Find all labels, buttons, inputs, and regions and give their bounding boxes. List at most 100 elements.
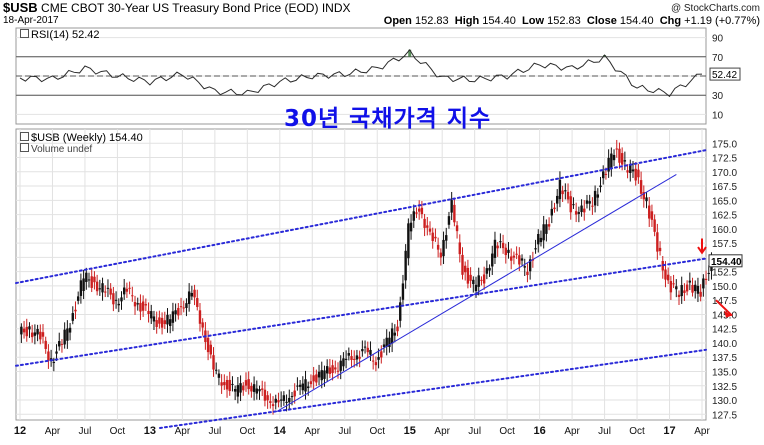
candle-body	[282, 395, 286, 401]
candle-body	[52, 362, 56, 364]
candle-body	[152, 316, 156, 322]
candle-body	[258, 389, 261, 392]
rsi-panel: 907050301052.42	[15, 27, 741, 125]
candle-body	[288, 397, 291, 403]
candle-body	[431, 232, 434, 242]
candle-body	[206, 337, 210, 353]
last-price-label: 154.40	[711, 257, 742, 268]
candle-body	[98, 288, 102, 290]
candle-body	[290, 396, 294, 398]
time-tick-label: Jul	[338, 426, 351, 437]
time-tick-label: 15	[404, 425, 416, 437]
candle-body	[401, 283, 405, 300]
candle-body	[396, 326, 399, 332]
symbol: $USB	[3, 0, 38, 15]
time-tick-label: Oct	[110, 426, 126, 437]
candle-body	[353, 358, 356, 360]
ohlc-summary: Open 152.83 High 154.40 Low 152.83 Close…	[384, 15, 760, 27]
price-tick-label: 145.0	[712, 310, 737, 321]
candle-body	[593, 190, 597, 206]
time-tick-label: 16	[533, 425, 545, 437]
time-tick-label: 12	[14, 425, 26, 437]
candle-body	[602, 171, 605, 179]
candle-body	[461, 254, 464, 275]
candle-body	[285, 401, 288, 403]
candle-body	[125, 288, 129, 292]
candle-body	[702, 278, 705, 289]
candle-body	[120, 297, 123, 302]
price-tick-label: 157.5	[712, 239, 737, 250]
candle-body	[82, 278, 85, 291]
candle-body	[393, 332, 397, 336]
candle-body	[574, 211, 578, 215]
legend-square-icon	[20, 132, 29, 141]
candle-body	[564, 190, 567, 192]
candle-body	[377, 357, 380, 360]
candle-body	[507, 249, 510, 253]
candle-body	[363, 346, 367, 348]
volume-legend: Volume undef	[20, 143, 92, 155]
candle-body	[694, 284, 697, 292]
candle-body	[233, 389, 237, 392]
candle-body	[675, 286, 678, 290]
rsi-last-value-box	[709, 67, 741, 81]
candle-body	[648, 205, 651, 219]
candle-body	[626, 170, 629, 173]
time-tick-label: Apr	[564, 426, 580, 437]
chart-date: 18-Apr-2017	[3, 15, 59, 26]
candle-body	[347, 353, 351, 356]
candle-body	[263, 389, 267, 401]
candle-body	[409, 222, 413, 232]
candle-body	[63, 329, 66, 345]
candle-body	[696, 285, 700, 294]
candle-body	[561, 190, 564, 195]
candle-body	[439, 252, 443, 258]
candle-body	[604, 173, 608, 175]
price-tick-label: 147.5	[712, 296, 737, 307]
candle-body	[469, 274, 472, 281]
time-tick-label: Oct	[369, 426, 385, 437]
candle-body	[404, 250, 407, 281]
candle-body	[629, 165, 632, 174]
low-label: Low	[522, 15, 545, 27]
candle-body	[366, 347, 369, 353]
time-tick-label: Apr	[305, 426, 321, 437]
middle-channel-line	[15, 257, 707, 367]
candle-body	[87, 279, 91, 281]
candle-body	[277, 400, 280, 403]
candle-body	[566, 191, 570, 200]
candle-body	[133, 302, 137, 307]
time-tick-label: 13	[144, 425, 156, 437]
arrow-head-icon	[724, 310, 732, 318]
upper-channel-line	[15, 149, 707, 285]
candle-body	[342, 358, 345, 367]
candle-body	[653, 219, 656, 232]
candle-body	[620, 153, 624, 165]
instrument-description: CME CBOT 30-Year US Treasury Bond Price …	[41, 1, 319, 15]
candle-body	[76, 296, 80, 301]
candle-body	[336, 370, 340, 372]
candle-body	[139, 302, 142, 312]
candle-body	[39, 331, 42, 340]
candle-body	[556, 195, 559, 204]
price-tick-label: 170.0	[712, 168, 737, 179]
candle-body	[434, 236, 437, 239]
rsi-tick-label: 10	[712, 110, 724, 121]
candle-body	[639, 180, 643, 194]
candle-body	[339, 360, 342, 371]
candle-body	[480, 279, 483, 281]
candle-body	[623, 160, 627, 162]
candle-body	[463, 265, 467, 273]
candle-body	[193, 289, 196, 298]
open-value: 152.83	[414, 15, 449, 27]
candle-body	[33, 332, 37, 336]
candle-body	[547, 224, 551, 227]
candle-body	[496, 245, 499, 249]
candle-body	[385, 337, 388, 347]
rsi-tick-label: 30	[712, 91, 724, 102]
candle-body	[607, 157, 610, 172]
candle-body	[704, 278, 708, 281]
candle-body	[293, 390, 296, 397]
candle-body	[685, 284, 689, 292]
candle-body	[141, 301, 145, 311]
